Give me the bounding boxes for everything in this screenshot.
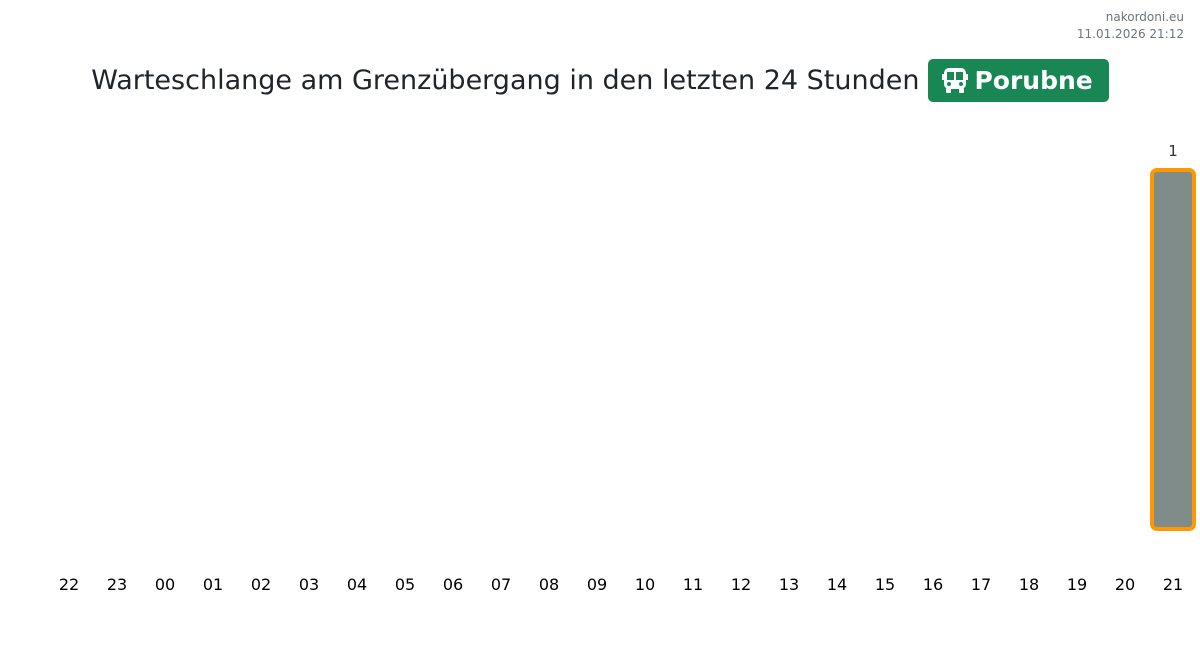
x-tick-label: 16 xyxy=(923,575,943,594)
x-tick-label: 19 xyxy=(1067,575,1087,594)
x-tick-label: 18 xyxy=(1019,575,1039,594)
x-tick-label: 11 xyxy=(683,575,703,594)
x-tick-label: 21 xyxy=(1163,575,1183,594)
x-tick-label: 15 xyxy=(875,575,895,594)
x-tick-label: 06 xyxy=(443,575,463,594)
x-tick-label: 17 xyxy=(971,575,991,594)
header: Warteschlange am Grenzübergang in den le… xyxy=(0,59,1200,102)
bar[interactable] xyxy=(1150,168,1196,531)
x-tick-label: 10 xyxy=(635,575,655,594)
page-title: Warteschlange am Grenzübergang in den le… xyxy=(91,65,920,96)
timestamp: 11.01.2026 21:12 xyxy=(1076,27,1184,41)
x-tick-label: 23 xyxy=(107,575,127,594)
crossing-badge: Porubne xyxy=(928,59,1109,102)
x-tick-label: 12 xyxy=(731,575,751,594)
bar-value-label: 1 xyxy=(1168,142,1178,160)
site-name: nakordoni.eu xyxy=(1105,10,1184,24)
x-tick-label: 08 xyxy=(539,575,559,594)
badge-label: Porubne xyxy=(974,66,1093,95)
x-tick-label: 03 xyxy=(299,575,319,594)
x-tick-label: 20 xyxy=(1115,575,1135,594)
x-tick-label: 01 xyxy=(203,575,223,594)
x-tick-label: 09 xyxy=(587,575,607,594)
x-tick-label: 22 xyxy=(59,575,79,594)
x-tick-label: 13 xyxy=(779,575,799,594)
x-tick-label: 14 xyxy=(827,575,847,594)
x-tick-label: 02 xyxy=(251,575,271,594)
x-tick-label: 05 xyxy=(395,575,415,594)
x-tick-label: 04 xyxy=(347,575,367,594)
x-tick-label: 07 xyxy=(491,575,511,594)
bus-icon xyxy=(942,67,969,93)
site-info: nakordoni.eu 11.01.2026 21:12 xyxy=(1077,9,1184,43)
x-tick-label: 00 xyxy=(155,575,175,594)
